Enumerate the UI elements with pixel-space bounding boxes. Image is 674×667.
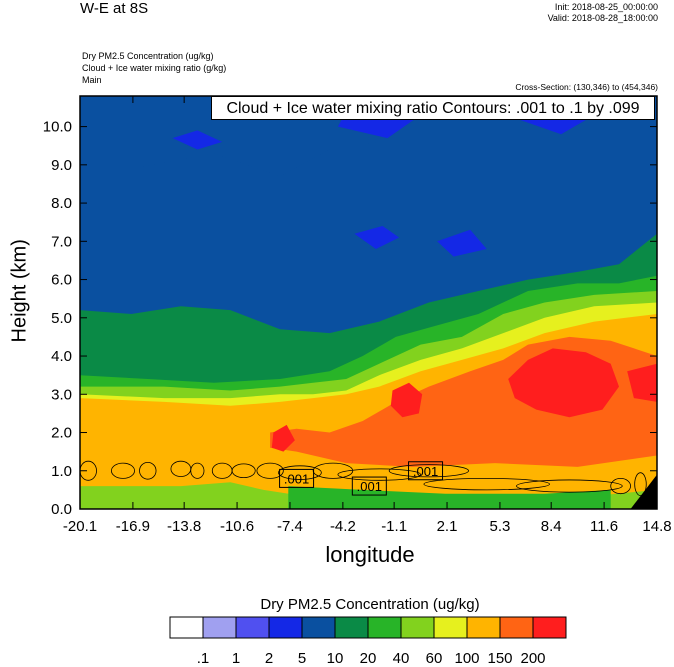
cloud-contour-4 [190,462,205,479]
contour-label-0: .001 [284,471,309,486]
x-tick-label-10: 11.6 [590,518,618,535]
colorbar-swatch-4 [301,616,336,639]
contour-label-1: .001 [357,479,382,494]
contour-label-2: .001 [413,464,438,479]
cloud-contour-2 [139,461,157,480]
field-label-pm25: Dry PM2.5 Concentration (ug/kg) [82,51,214,61]
region-200-3 [271,424,295,452]
main-title: W-E at 8S [80,0,149,17]
x-tick-label-6: -1.1 [381,518,407,535]
colorbar-swatch-7 [400,616,435,639]
y-tick-label-3: 3.0 [51,386,72,403]
colorbar-label-8: 100 [454,650,479,667]
colorbar-swatch-8 [433,616,468,639]
field-label-main: Main [82,75,102,85]
y-tick-label-1: 1.0 [51,463,72,480]
x-tick-label-7: 2.1 [437,518,458,535]
terrain-mask [630,474,657,509]
contour-label-box-0 [279,468,315,488]
cloud-contour-7 [256,462,284,479]
y-tick-label-5: 5.0 [51,310,72,327]
y-tick-label-10: 10.0 [43,119,72,136]
colorbar-swatch-9 [466,616,501,639]
field-label-cloud: Cloud + Ice water mixing ratio (g/kg) [82,63,227,73]
cloud-contour-11 [388,464,469,478]
valid-time: Valid: 2018-08-28_18:00:00 [547,13,658,23]
region-2-9 [172,130,223,150]
contour-info-box: Cloud + Ice water mixing ratio Contours:… [211,96,655,120]
y-tick-label-7: 7.0 [51,233,72,250]
colorbar-label-6: 40 [393,650,410,667]
y-tick-label-2: 2.0 [51,425,72,442]
cross-section-label: Cross-Section: (130,346) to (454,346) [515,82,658,92]
colorbar-swatch-1 [202,616,237,639]
cloud-contour-8 [277,465,322,480]
x-axis-label: longitude [325,542,415,567]
y-tick-label-0: 0.0 [51,501,72,518]
cloud-contour-6 [231,463,256,479]
cloud-contour-15 [634,472,647,497]
colorbar-label-0: .1 [197,650,210,667]
colorbar-label-1: 1 [232,650,240,667]
x-tick-label-4: -7.4 [277,518,303,535]
x-tick-label-0: -20.1 [63,518,97,535]
region-200-1 [508,348,619,418]
region-2-11 [437,229,487,257]
init-time: Init: 2018-08-25_00:00:00 [554,2,658,12]
x-tick-label-3: -10.6 [220,518,254,535]
y-axis-label: Height (km) [8,239,31,343]
y-tick-label-8: 8.0 [51,195,72,212]
colorbar-swatch-11 [532,616,567,639]
region-20-6 [288,486,611,509]
cloud-contour-1 [111,462,135,479]
colorbar-swatch-10 [499,616,534,639]
x-tick-label-11: 14.8 [642,518,671,535]
cloud-contour-13 [516,479,623,493]
colorbar-label-3: 5 [298,650,306,667]
y-tick-label-4: 4.0 [51,348,72,365]
cloud-contour-14 [610,478,631,495]
cloud-contour-12 [423,478,550,491]
colorbar-label-2: 2 [265,650,273,667]
colorbar-title: Dry PM2.5 Concentration (ug/kg) [260,596,480,613]
x-tick-label-9: 8.4 [541,518,562,535]
region-200-2 [390,382,423,418]
colorbar-label-10: 200 [520,650,545,667]
region-200-4 [627,363,657,402]
region-2-10 [354,226,400,249]
colorbar-label-4: 10 [327,650,344,667]
contour-label-box-2 [408,461,444,481]
x-tick-label-5: -4.2 [330,518,356,535]
x-tick-label-1: -16.9 [116,518,150,535]
x-tick-label-2: -13.8 [167,518,201,535]
colorbar-label-5: 20 [360,650,377,667]
cloud-contour-0 [80,460,97,481]
colorbar-label-7: 60 [426,650,443,667]
colorbar-swatch-0 [169,616,204,639]
y-tick-label-6: 6.0 [51,272,72,289]
colorbar-label-9: 150 [487,650,512,667]
x-tick-label-8: 5.3 [490,518,511,535]
colorbar-swatch-5 [334,616,369,639]
colorbar-swatch-3 [268,616,303,639]
cloud-contour-10 [337,468,421,481]
y-tick-label-9: 9.0 [51,157,72,174]
contour-label-box-1 [351,476,387,496]
colorbar-swatch-6 [367,616,402,639]
colorbar-swatch-2 [235,616,270,639]
